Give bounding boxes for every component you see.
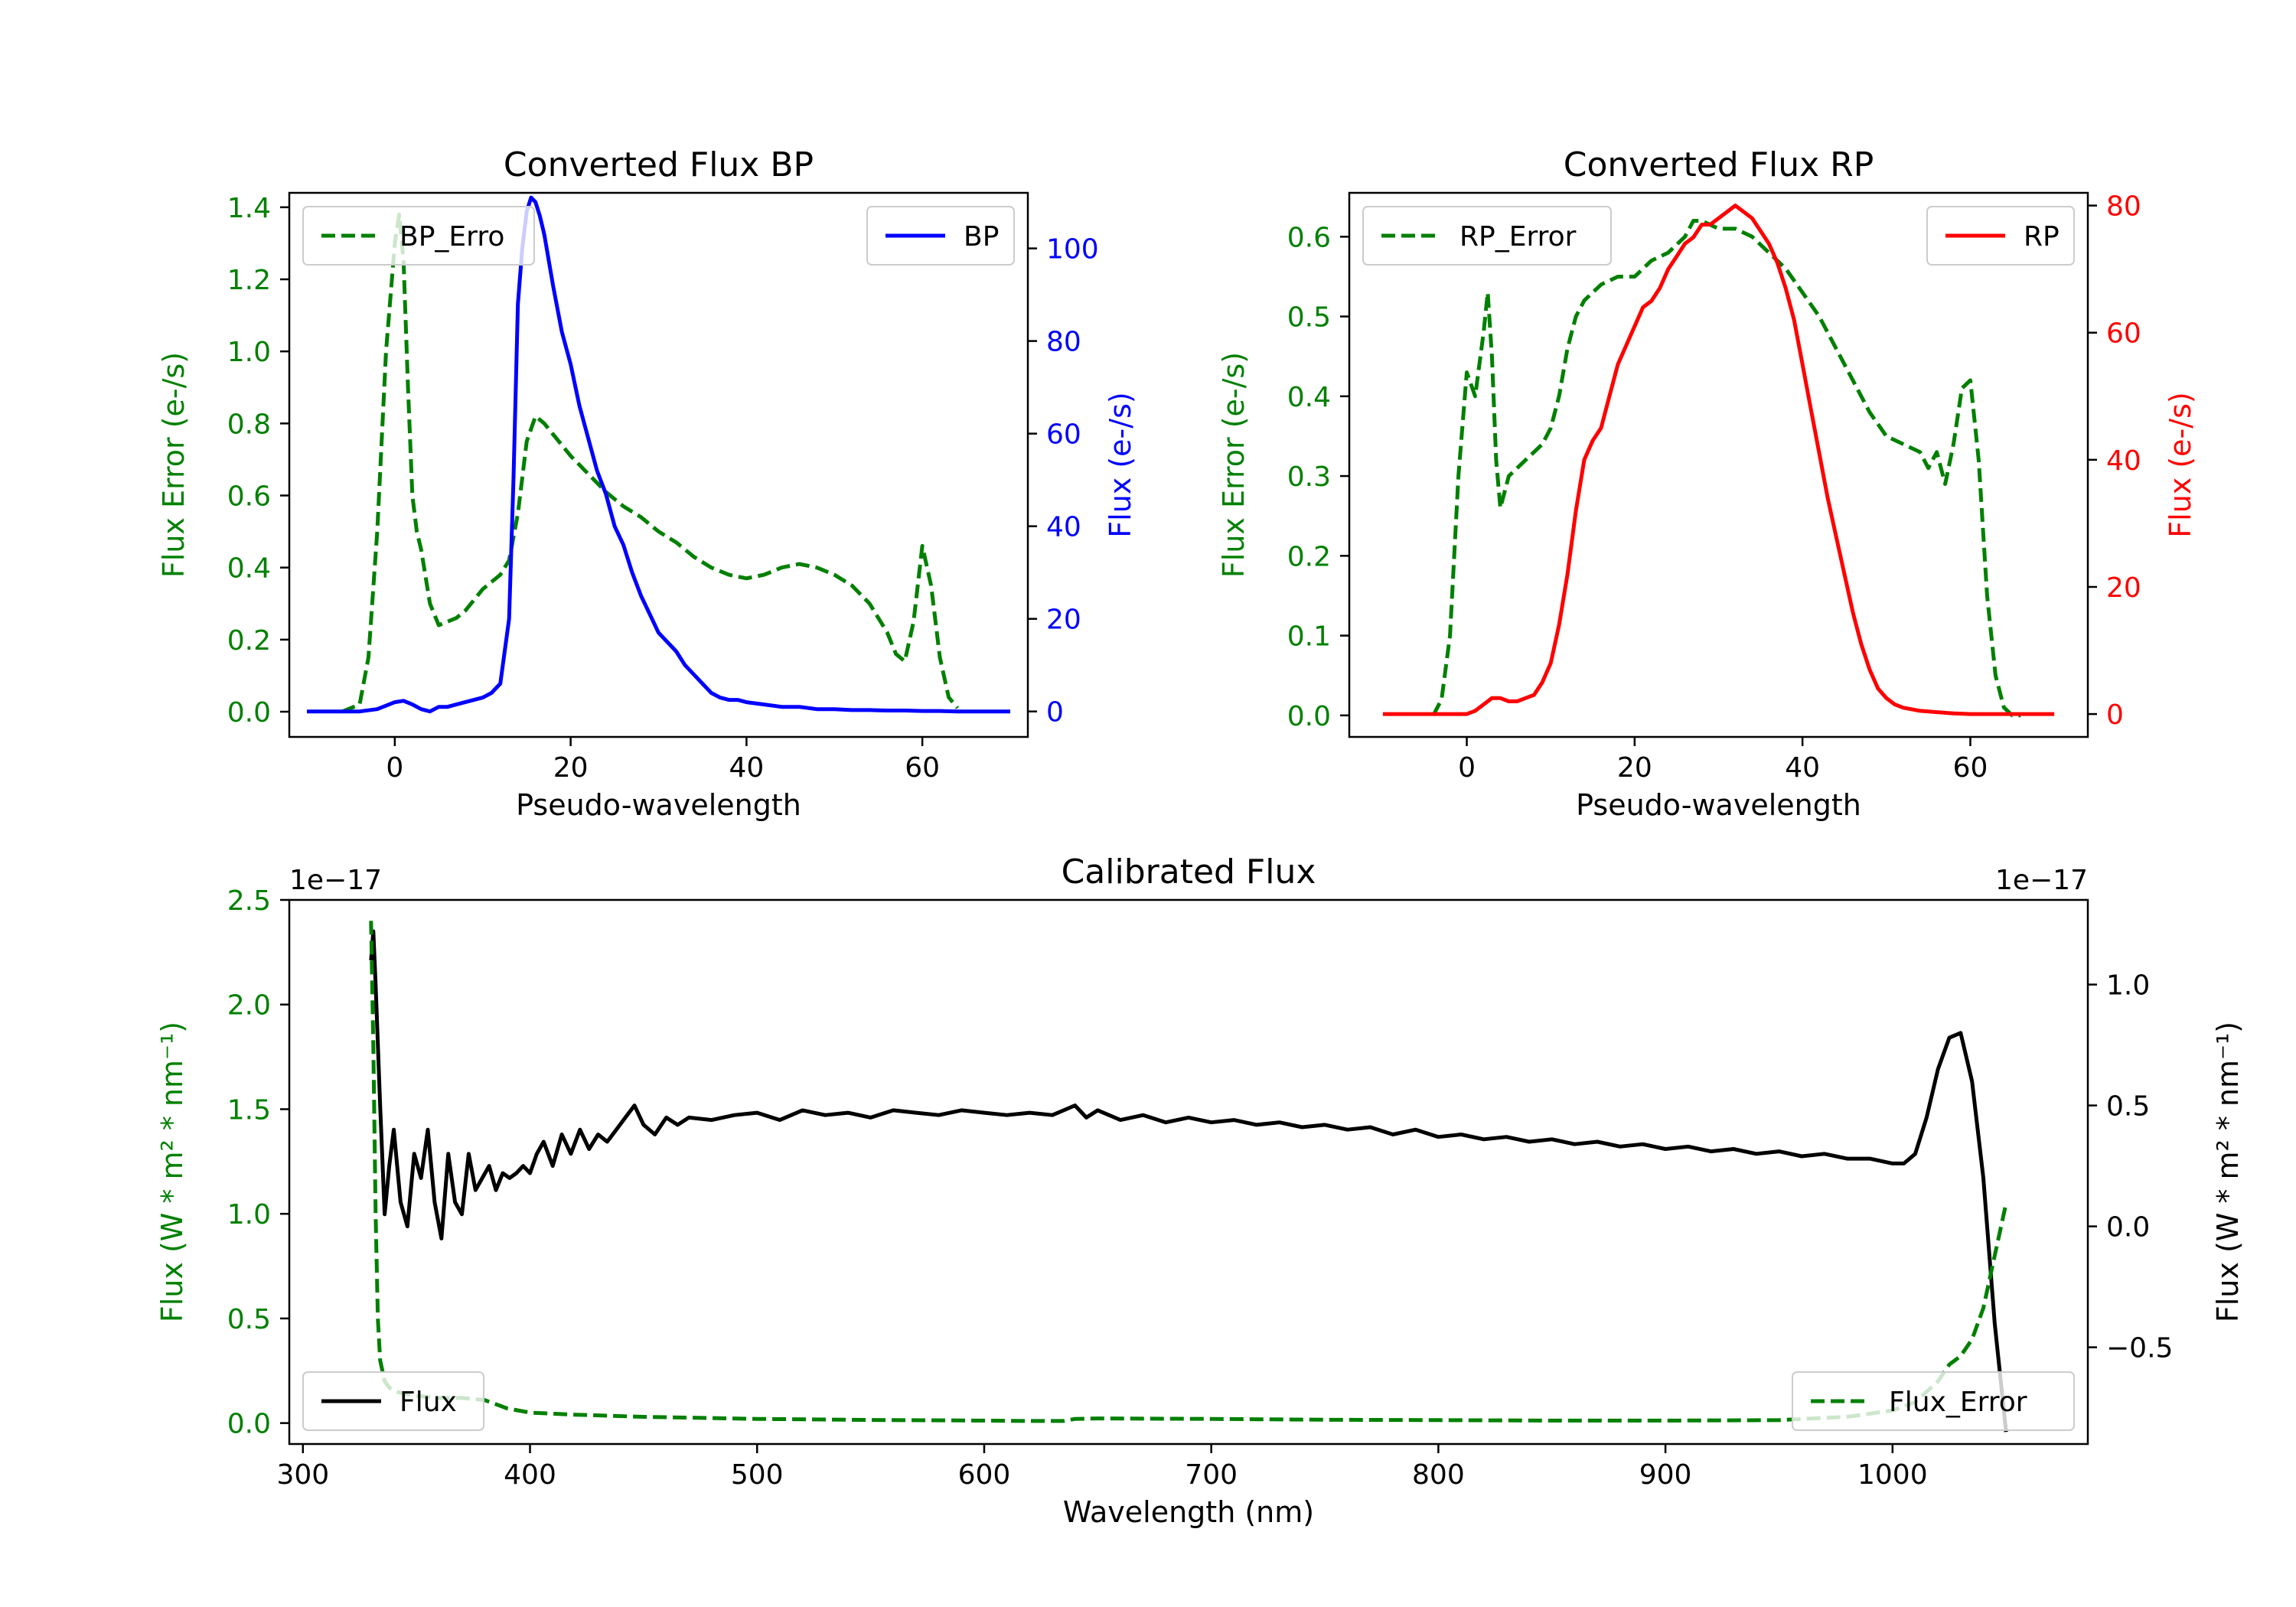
x-tick-label: 0 [1458, 752, 1476, 784]
axes-frame [1348, 191, 2089, 738]
series-rp-error-line [1431, 219, 2021, 718]
left-tick-label: 0.6 [227, 481, 271, 513]
left-tick-label: 1.0 [227, 337, 271, 368]
right-tick-label: 60 [1046, 419, 1081, 451]
x-tick-label: 500 [731, 1459, 784, 1491]
legend-flux: Flux [302, 1371, 484, 1431]
left-tick-label: 2.0 [227, 990, 271, 1022]
legend-rp: RP [1926, 206, 2075, 266]
left-tick-label: 0.4 [227, 553, 271, 585]
axes-frame [288, 898, 2089, 1446]
series-bp-line [307, 195, 1010, 714]
chart-bp: Converted Flux BP 0 20 40 60 Pseudo-wavelengt… [157, 145, 1137, 822]
right-tick-label: 40 [2106, 445, 2141, 477]
left-axis-label: Flux (W * m² * nm⁻¹) [155, 1022, 189, 1322]
chart-title: Calibrated Flux [1062, 852, 1316, 892]
left-axis-offset-text: 1e−17 [289, 865, 382, 896]
x-tick-label: 20 [1617, 752, 1652, 784]
x-tick-label: 800 [1412, 1459, 1465, 1491]
series-bp-error-line [341, 212, 960, 714]
left-tick-label: 1.4 [227, 193, 271, 224]
x-tick-label: 600 [958, 1459, 1011, 1491]
legend-rp-error: RP_Error [1362, 206, 1612, 266]
legend-label: Flux_Error [1889, 1387, 2027, 1418]
x-axis-label: Pseudo-wavelength [516, 788, 801, 822]
left-tick-label: 0.5 [1287, 302, 1331, 334]
right-tick-label: 100 [1046, 234, 1099, 266]
left-axis-label: Flux Error (e-/s) [157, 352, 191, 578]
chart-cal: Calibrated Flux 300 400 500 600 700 800 900 1000… [155, 852, 2245, 1529]
legend-label: BP [964, 221, 999, 253]
right-tick-label: 80 [1046, 327, 1081, 358]
right-tick-label: 40 [1046, 512, 1081, 543]
series-rp-line [1382, 204, 2055, 716]
left-tick-label: 0.1 [1287, 621, 1331, 653]
chart-rp: Converted Flux RP 0 20 40 60 Pseudo-wavelengt… [1217, 145, 2197, 822]
right-axis-label: Flux (e-/s) [2164, 392, 2197, 537]
chart-title: Converted Flux RP [1564, 145, 1874, 184]
right-tick-label: 0 [2106, 699, 2124, 731]
right-tick-label: 0.5 [2106, 1091, 2150, 1123]
right-axis-offset-text: 1e−17 [1995, 865, 2088, 896]
x-tick-label: 20 [553, 752, 589, 784]
x-tick-label: 700 [1185, 1459, 1238, 1491]
left-tick-label: 0.4 [1287, 382, 1331, 413]
left-tick-label: 1.5 [227, 1094, 271, 1126]
legend-label: RP [2024, 221, 2060, 253]
right-tick-label: 60 [2106, 318, 2141, 350]
left-tick-label: 0.0 [1287, 701, 1331, 732]
x-tick-label: 300 [276, 1459, 329, 1491]
left-tick-label: 0.2 [1287, 541, 1331, 572]
left-tick-label: 0.6 [1287, 222, 1331, 253]
legend-label: RP_Error [1459, 221, 1577, 253]
left-tick-label: 0.0 [227, 1409, 271, 1440]
legend-box [1362, 206, 1612, 266]
left-tick-label: 0.5 [227, 1304, 271, 1335]
x-tick-label: 60 [1953, 752, 1988, 784]
right-tick-label: 0.0 [2106, 1212, 2150, 1244]
right-tick-label: 0 [1046, 697, 1064, 729]
legend-box [302, 206, 535, 266]
right-tick-label: −0.5 [2106, 1333, 2173, 1364]
left-tick-label: 2.5 [227, 885, 271, 917]
legend-label: BP_Erro [400, 221, 504, 253]
left-tick-label: 0.2 [227, 625, 271, 657]
x-tick-label: 40 [1785, 752, 1820, 784]
right-axis-label: Flux (e-/s) [1104, 392, 1137, 537]
legend-bp: BP [866, 206, 1015, 266]
x-tick-label: 40 [729, 752, 764, 784]
left-tick-label: 0.3 [1287, 461, 1331, 493]
left-tick-label: 0.8 [227, 409, 271, 440]
x-tick-label: 900 [1639, 1459, 1692, 1491]
x-tick-label: 1000 [1857, 1459, 1928, 1491]
legend-bp-error: BP_Erro [302, 206, 535, 266]
legend-label: Flux [400, 1387, 457, 1418]
left-tick-label: 1.0 [227, 1199, 271, 1231]
axes-frame [288, 191, 1029, 738]
x-tick-label: 0 [386, 752, 403, 784]
right-axis-label: Flux (W * m² * nm⁻¹) [2211, 1022, 2245, 1322]
x-axis-label: Pseudo-wavelength [1576, 788, 1861, 822]
chart-title: Converted Flux BP [504, 145, 814, 184]
left-tick-label: 0.0 [227, 697, 271, 729]
legend-flux-error: Flux_Error [1792, 1371, 2075, 1431]
right-tick-label: 1.0 [2106, 970, 2150, 1002]
left-tick-label: 1.2 [227, 265, 271, 296]
legend-box [1792, 1371, 2075, 1431]
right-tick-label: 20 [2106, 572, 2141, 604]
x-axis-label: Wavelength (nm) [1063, 1495, 1314, 1529]
right-tick-label: 80 [2106, 191, 2141, 223]
x-tick-label: 60 [905, 752, 940, 784]
series-flux-line [369, 929, 2008, 1433]
x-tick-label: 400 [504, 1459, 556, 1491]
right-tick-label: 20 [1046, 605, 1081, 636]
left-axis-label: Flux Error (e-/s) [1217, 352, 1251, 578]
legend-box [302, 1371, 484, 1431]
